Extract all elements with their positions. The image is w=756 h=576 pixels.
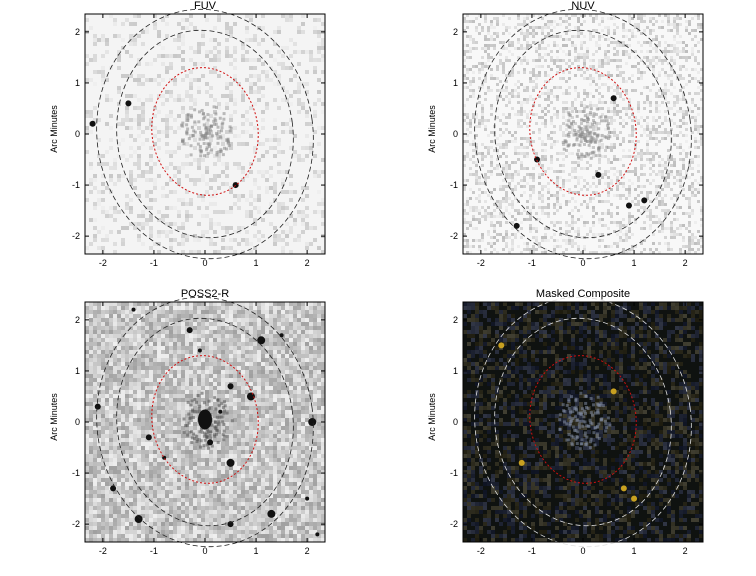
y-tick-label: -1 bbox=[72, 468, 80, 478]
y-tick-label: -1 bbox=[450, 468, 458, 478]
star bbox=[134, 515, 143, 524]
x-tick-label: 2 bbox=[305, 258, 310, 268]
star bbox=[595, 171, 602, 178]
outer-ellipse bbox=[494, 317, 672, 527]
star bbox=[186, 327, 193, 334]
x-tick-label: -2 bbox=[477, 258, 485, 268]
x-tick-label: -2 bbox=[99, 258, 107, 268]
outer-ellipse bbox=[116, 29, 294, 239]
y-tick-label: 2 bbox=[453, 27, 458, 37]
star bbox=[498, 342, 505, 349]
star bbox=[145, 434, 152, 441]
y-tick-label: 2 bbox=[75, 315, 80, 325]
fuv-panel: FUV Arc Minutes -2 -1 0 1 2 2 1 0 -1 -2 bbox=[32, 0, 392, 280]
panel-title: Masked Composite bbox=[535, 288, 631, 300]
image-pixels bbox=[463, 302, 703, 542]
y-tick-label: 1 bbox=[75, 366, 80, 376]
star bbox=[534, 156, 541, 163]
outer-ellipse-2 bbox=[474, 296, 692, 548]
y-tick-label: 0 bbox=[453, 417, 458, 427]
star bbox=[610, 388, 617, 395]
star bbox=[257, 336, 266, 345]
star bbox=[305, 496, 310, 501]
star bbox=[625, 202, 632, 209]
star bbox=[227, 383, 234, 390]
x-tick-label: 1 bbox=[254, 258, 259, 268]
star bbox=[279, 333, 284, 338]
x-tick-label: 1 bbox=[632, 258, 637, 268]
y-tick-label: 0 bbox=[75, 129, 80, 139]
star bbox=[232, 182, 239, 189]
outer-ellipse-2 bbox=[96, 296, 314, 548]
y-tick-label: -1 bbox=[450, 180, 458, 190]
outer-ellipse bbox=[494, 29, 672, 239]
star bbox=[89, 120, 96, 127]
y-tick-label: 2 bbox=[75, 27, 80, 37]
star bbox=[513, 222, 520, 229]
star bbox=[94, 403, 101, 410]
galaxy-core bbox=[198, 409, 212, 430]
outer-ellipse-2 bbox=[474, 8, 692, 260]
x-tick-label: 0 bbox=[202, 258, 207, 268]
nuv-image: -2 -1 0 1 2 2 1 0 -1 -2 bbox=[450, 8, 704, 268]
inner-ellipse bbox=[529, 355, 637, 484]
star bbox=[218, 409, 223, 414]
x-tick-label: -2 bbox=[477, 546, 485, 556]
outer-ellipse-2 bbox=[96, 8, 314, 260]
x-tick-label: 2 bbox=[305, 546, 310, 556]
y-tick-label: 2 bbox=[453, 315, 458, 325]
y-tick-label: 1 bbox=[453, 366, 458, 376]
y-tick-label: -2 bbox=[450, 231, 458, 241]
outer-ellipse bbox=[116, 317, 294, 527]
star bbox=[620, 485, 627, 492]
star bbox=[631, 495, 638, 502]
y-tick-label: -1 bbox=[72, 180, 80, 190]
fuv-image: -2 -1 0 1 2 2 1 0 -1 -2 bbox=[72, 8, 326, 268]
image-pixels bbox=[463, 14, 703, 254]
x-tick-label: 0 bbox=[580, 546, 585, 556]
star bbox=[207, 439, 214, 446]
y-tick-label: -2 bbox=[450, 519, 458, 529]
x-tick-label: -1 bbox=[150, 546, 158, 556]
poss2r-panel: POSS2-R Arc Minutes -2 -1 0 1 2 2 1 0 -1 -2 bbox=[32, 288, 392, 568]
composite-panel: Masked Composite Arc Minutes -2 -1 0 1 2 2 1 0-… bbox=[410, 288, 756, 568]
star bbox=[315, 532, 320, 537]
star bbox=[125, 100, 132, 107]
y-tick-label: -2 bbox=[72, 519, 80, 529]
star bbox=[641, 197, 648, 204]
image-pixels bbox=[85, 302, 325, 542]
star bbox=[226, 458, 235, 467]
inner-ellipse bbox=[151, 67, 259, 196]
star bbox=[308, 418, 317, 426]
star bbox=[131, 307, 136, 312]
x-tick-label: -1 bbox=[528, 258, 536, 268]
x-tick-label: -1 bbox=[150, 258, 158, 268]
image-pixels bbox=[85, 14, 325, 254]
y-tick-label: -2 bbox=[72, 231, 80, 241]
y-tick-label: 1 bbox=[453, 78, 458, 88]
star bbox=[267, 509, 276, 518]
y-tick-label: 1 bbox=[75, 78, 80, 88]
star bbox=[518, 459, 525, 466]
panel-title: POSS2-R bbox=[180, 288, 230, 300]
x-tick-label: -2 bbox=[99, 546, 107, 556]
star bbox=[110, 485, 117, 492]
star bbox=[246, 392, 255, 401]
x-tick-label: 1 bbox=[632, 546, 637, 556]
star bbox=[197, 348, 202, 353]
y-tick-label: 0 bbox=[453, 129, 458, 139]
x-tick-label: -1 bbox=[528, 546, 536, 556]
x-tick-label: 2 bbox=[683, 258, 688, 268]
nuv-panel: NUV Arc Minutes -2 -1 0 1 2 2 1 0 -1 -2 bbox=[410, 0, 756, 280]
composite-image: -2 -1 0 1 2 2 1 0 -1 -2 bbox=[450, 296, 704, 556]
inner-ellipse bbox=[151, 355, 259, 484]
y-tick-label: 0 bbox=[75, 417, 80, 427]
x-tick-label: 1 bbox=[254, 546, 259, 556]
poss2r-image: -2 -1 0 1 2 2 1 0 -1 -2 bbox=[72, 296, 326, 556]
star bbox=[610, 95, 617, 102]
x-tick-label: 2 bbox=[683, 546, 688, 556]
x-tick-label: 0 bbox=[202, 546, 207, 556]
x-tick-label: 0 bbox=[580, 258, 585, 268]
